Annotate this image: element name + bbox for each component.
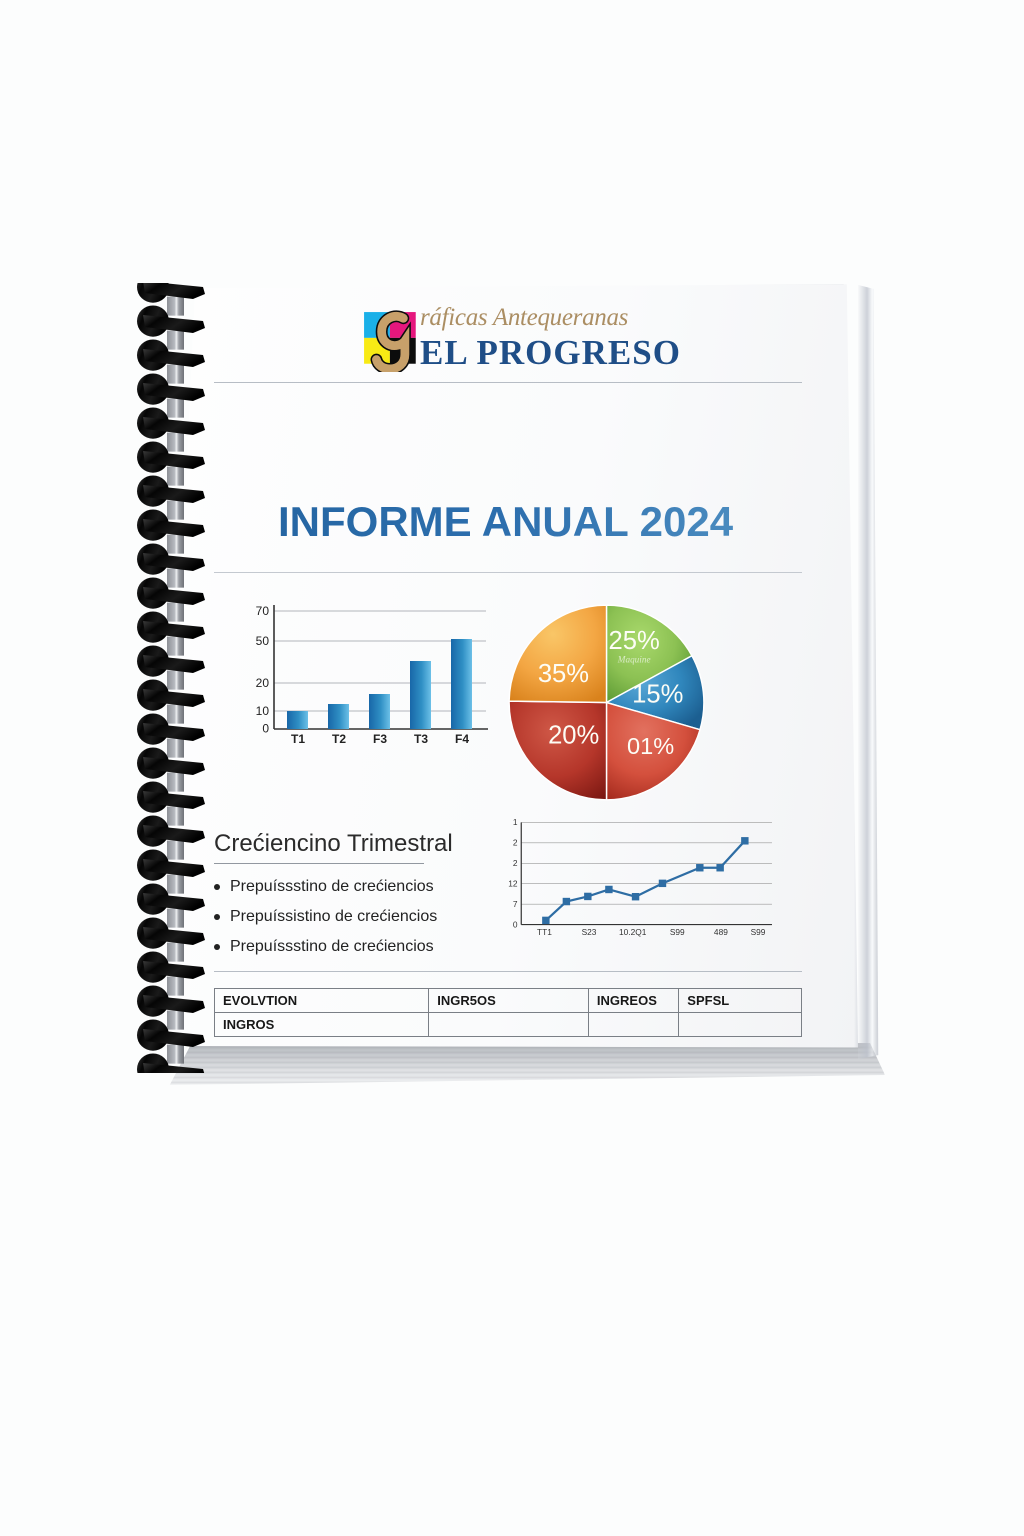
svg-text:7: 7 — [513, 899, 518, 909]
svg-text:F3: F3 — [373, 732, 387, 746]
svg-text:F4: F4 — [455, 732, 469, 746]
svg-text:12: 12 — [508, 878, 518, 888]
svg-text:TT1: TT1 — [537, 926, 552, 936]
svg-text:20%: 20% — [548, 721, 599, 749]
svg-text:10: 10 — [256, 704, 270, 718]
svg-text:15%: 15% — [632, 680, 683, 708]
svg-text:T3: T3 — [414, 732, 428, 746]
svg-text:01%: 01% — [627, 732, 674, 758]
svg-text:489: 489 — [714, 926, 728, 936]
svg-text:20: 20 — [256, 676, 270, 690]
svg-text:0: 0 — [262, 721, 269, 735]
svg-text:2: 2 — [513, 858, 518, 868]
svg-text:S99: S99 — [751, 926, 766, 936]
svg-text:50: 50 — [256, 634, 270, 648]
svg-text:25%: 25% — [609, 627, 660, 655]
svg-text:S99: S99 — [670, 926, 685, 936]
svg-text:T1: T1 — [291, 732, 305, 746]
svg-text:70: 70 — [256, 604, 270, 618]
svg-text:1: 1 — [513, 817, 518, 827]
svg-text:10.2Q1: 10.2Q1 — [619, 926, 647, 936]
svg-text:2: 2 — [513, 837, 518, 847]
svg-text:T2: T2 — [332, 732, 346, 746]
svg-text:35%: 35% — [538, 660, 589, 688]
svg-text:S23: S23 — [582, 926, 597, 936]
svg-text:Maquine: Maquine — [617, 654, 651, 664]
svg-text:0: 0 — [513, 919, 518, 929]
